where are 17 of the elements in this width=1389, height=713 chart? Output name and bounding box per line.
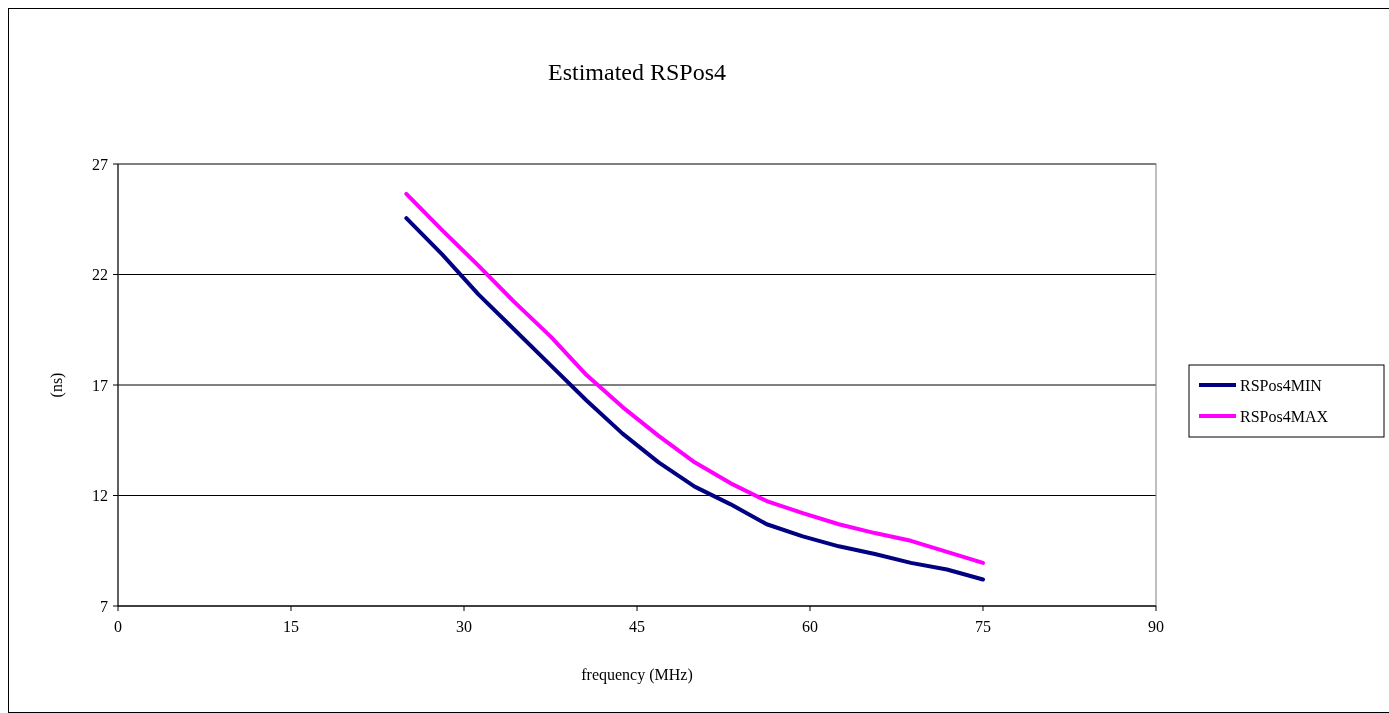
x-tick-label: 30	[456, 618, 472, 635]
y-tick-label: 12	[92, 487, 108, 505]
y-tick-label: 17	[92, 376, 108, 394]
x-tick-label: 0	[114, 618, 122, 635]
x-axis-title: frequency (MHz)	[581, 666, 693, 684]
x-tick-label: 15	[283, 618, 299, 635]
x-tick-label: 90	[1148, 618, 1164, 635]
y-tick-label: 7	[100, 597, 108, 615]
x-tick-label: 45	[629, 618, 645, 635]
legend-label: RSPos4MAX	[1240, 407, 1329, 425]
y-axis-title: (ns)	[48, 372, 66, 398]
legend-label: RSPos4MIN	[1240, 376, 1323, 394]
y-tick-label: 22	[92, 266, 108, 284]
chart-title: Estimated RSPos4	[547, 59, 727, 85]
x-tick-label: 75	[975, 618, 991, 635]
x-tick-label: 60	[802, 618, 818, 635]
y-tick-label: 27	[92, 155, 108, 173]
